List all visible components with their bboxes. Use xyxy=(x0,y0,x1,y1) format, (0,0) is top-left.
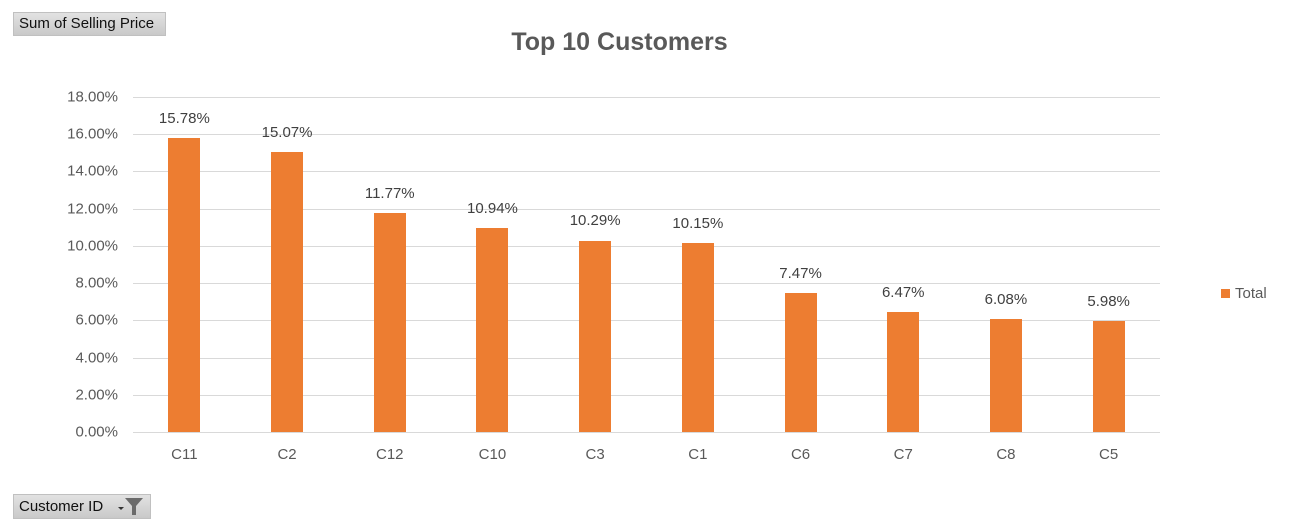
x-tick-label: C2 xyxy=(277,446,297,463)
y-tick-label: 0.00% xyxy=(75,423,118,441)
y-tick-label: 6.00% xyxy=(75,311,118,329)
data-label: 6.08% xyxy=(984,290,1028,308)
value-field-button[interactable]: Sum of Selling Price xyxy=(13,12,166,36)
bar-c10[interactable] xyxy=(476,228,509,432)
x-tick-label: C6 xyxy=(790,446,811,463)
bar-c6[interactable] xyxy=(784,292,817,432)
data-label: 15.78% xyxy=(158,110,210,128)
y-tick-label: 16.00% xyxy=(67,125,118,143)
data-label: 5.98% xyxy=(1087,292,1130,310)
dropdown-arrow-icon xyxy=(118,507,124,510)
legend-label: Total xyxy=(1235,285,1267,302)
gridline xyxy=(133,171,1160,173)
gridline xyxy=(133,208,1160,210)
x-tick-label: C7 xyxy=(893,446,913,463)
x-tick-label: C5 xyxy=(1099,446,1119,463)
gridline xyxy=(133,134,1160,136)
y-tick-label: 8.00% xyxy=(75,274,118,292)
chart-title: Top 10 Customers xyxy=(511,28,728,56)
filter-icon xyxy=(125,498,143,515)
filter-dropdown[interactable] xyxy=(118,498,143,515)
bar-c1[interactable] xyxy=(681,243,714,432)
gridline xyxy=(133,432,1160,433)
gridline xyxy=(133,283,1160,285)
gridline xyxy=(133,357,1160,359)
value-field-label: Sum of Selling Price xyxy=(19,15,155,32)
legend-swatch-icon xyxy=(1221,289,1230,298)
bar-c2[interactable] xyxy=(271,151,304,432)
x-tick-label: C12 xyxy=(375,446,404,463)
bar-c3[interactable] xyxy=(579,240,612,432)
data-label: 10.94% xyxy=(467,200,518,218)
data-label: 11.77% xyxy=(364,184,415,202)
data-label: 15.07% xyxy=(261,123,313,141)
x-tick-label: C11 xyxy=(171,446,198,463)
legend[interactable]: Total xyxy=(1221,285,1267,302)
bar-c11[interactable] xyxy=(168,138,201,432)
gridline xyxy=(133,394,1160,396)
y-tick-label: 18.00% xyxy=(67,88,118,106)
data-label: 10.29% xyxy=(569,212,621,230)
data-label: 6.47% xyxy=(881,283,925,301)
y-tick-label: 2.00% xyxy=(75,386,118,404)
x-tick-label: C1 xyxy=(688,446,708,463)
y-tick-label: 12.00% xyxy=(67,200,118,218)
gridline xyxy=(133,320,1160,322)
axis-field-label: Customer ID xyxy=(19,497,104,515)
data-label: 7.47% xyxy=(779,264,822,282)
y-tick-label: 10.00% xyxy=(67,237,118,255)
axis-field-button[interactable]: Customer ID xyxy=(13,494,151,519)
gridline xyxy=(133,97,1160,98)
y-tick-label: 4.00% xyxy=(75,349,118,367)
bar-c8[interactable] xyxy=(989,318,1022,432)
bar-c5[interactable] xyxy=(1092,320,1125,432)
x-tick-label: C10 xyxy=(478,446,507,463)
gridline xyxy=(133,245,1160,247)
y-tick-label: 14.00% xyxy=(67,162,118,180)
bar-c7[interactable] xyxy=(887,311,920,432)
plot-area: 15.78% 15.07% 11.77% 10.94% 10.29% 10.15% 7.47… xyxy=(133,97,1160,433)
data-label: 10.15% xyxy=(672,215,724,233)
bar-c12[interactable] xyxy=(373,212,406,432)
x-tick-label: C8 xyxy=(996,446,1016,463)
x-tick-label: C3 xyxy=(585,446,605,463)
